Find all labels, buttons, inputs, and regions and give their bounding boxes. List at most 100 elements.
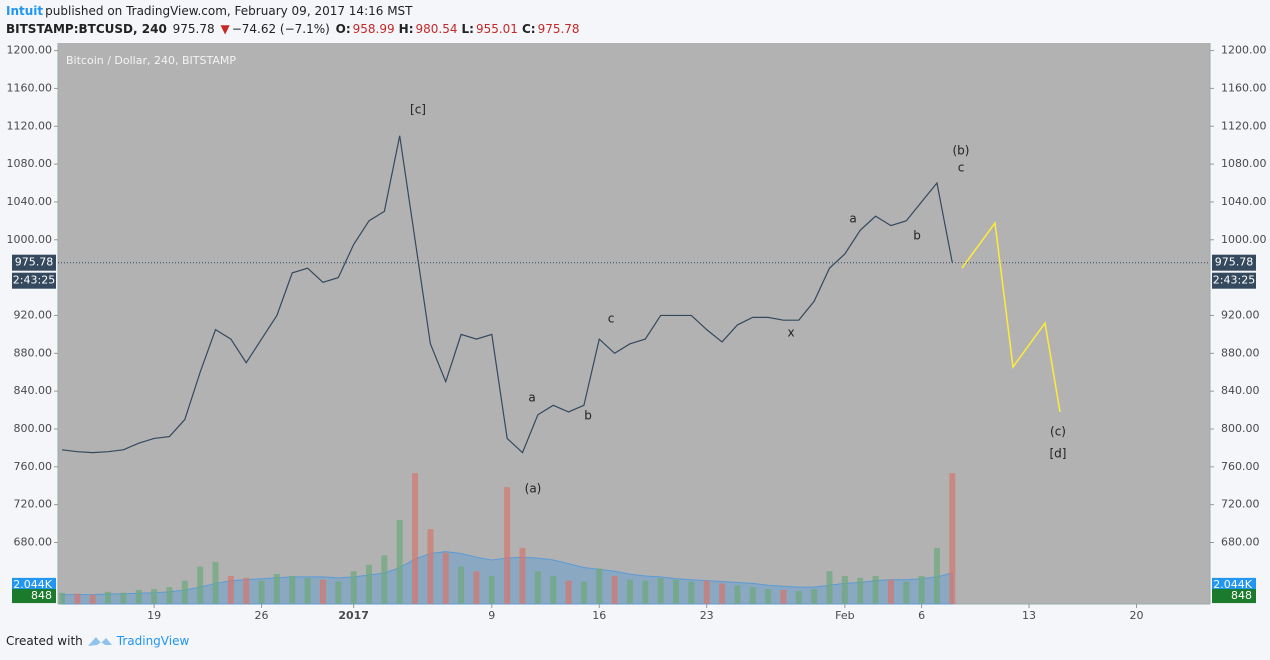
y-tick-label-right: 1200.00 xyxy=(1221,44,1267,57)
volume-bar xyxy=(795,590,802,604)
volume-bar xyxy=(151,589,158,604)
volume-bar xyxy=(212,561,219,604)
volume-bar xyxy=(688,581,695,604)
down-arrow: ▼ xyxy=(220,22,230,36)
price-line xyxy=(61,135,953,454)
volume-tag-label-left: 2.044K xyxy=(13,578,52,591)
volume-bar xyxy=(841,575,848,604)
y-tick-label-right: 680.00 xyxy=(1221,536,1260,549)
y-tick-label-right: 840.00 xyxy=(1221,384,1260,397)
x-tick-label: 26 xyxy=(255,609,269,622)
tradingview-logo xyxy=(88,637,112,646)
volume-bar xyxy=(918,575,925,604)
volume-bar xyxy=(580,581,587,604)
ohlc-value: 980.54 xyxy=(415,22,458,36)
x-tick-label: 6 xyxy=(918,609,925,622)
volume-tag-label-right: 2.044K xyxy=(1213,578,1252,591)
volume-bar xyxy=(872,575,879,604)
volume-bar xyxy=(780,589,787,604)
symbol-line: BITSTAMP:BTCUSD, 240 975.78 ▼ −74.62 (−7.… xyxy=(6,22,586,36)
y-tick-label: 1000.00 xyxy=(7,233,53,246)
volume-bar xyxy=(811,589,818,604)
y-tick-label-right: 880.00 xyxy=(1221,346,1260,359)
symbol: BITSTAMP:BTCUSD, 240 xyxy=(6,22,167,36)
x-tick-label: 13 xyxy=(1022,609,1036,622)
volume-bar xyxy=(826,571,833,604)
volume-bar xyxy=(657,577,664,604)
price-tag-left xyxy=(12,254,56,271)
x-tick-label: 20 xyxy=(1130,609,1144,622)
brand[interactable]: TradingView xyxy=(116,634,190,648)
y-tick-label: 1040.00 xyxy=(7,195,53,208)
wave-label: (a) xyxy=(525,482,542,496)
x-tick-label: 9 xyxy=(488,609,495,622)
price-tag-label-left: 975.78 xyxy=(15,256,54,269)
volume-bar xyxy=(89,594,96,604)
volume-bar xyxy=(719,583,726,604)
projection-drawing xyxy=(961,221,1061,413)
volume-bar xyxy=(396,519,403,604)
volume-bar xyxy=(565,580,572,604)
x-tick-label: 2017 xyxy=(338,609,369,622)
wave-label: x xyxy=(787,326,794,340)
author: Intuit xyxy=(6,4,44,18)
y-tick-label: 1160.00 xyxy=(7,81,53,94)
wave-label: a xyxy=(849,212,856,226)
volume-bar xyxy=(412,473,419,604)
wave-label: (b) xyxy=(953,144,970,158)
volume-bar xyxy=(350,571,357,604)
volume-bar xyxy=(166,587,173,604)
y-tick-label-right: 1040.00 xyxy=(1221,195,1267,208)
wave-label: c xyxy=(958,161,965,175)
price: 975.78 xyxy=(172,22,215,36)
y-tick-label-right: 800.00 xyxy=(1221,422,1260,435)
volume-bar xyxy=(227,575,234,604)
y-tick-label: 1080.00 xyxy=(7,157,53,170)
countdown-label-left: 2:43:25 xyxy=(13,274,55,287)
volume-tag-left xyxy=(12,589,56,604)
volume-bar xyxy=(105,591,112,604)
volume-bar xyxy=(734,585,741,604)
countdown-tag-left xyxy=(12,272,56,289)
volume-bar xyxy=(504,487,511,604)
y-tick-label-right: 1160.00 xyxy=(1221,81,1267,94)
ohlc-value: 975.78 xyxy=(537,22,580,36)
volume-bar xyxy=(642,580,649,604)
volume-bar xyxy=(381,555,388,604)
volume-bar xyxy=(550,575,557,604)
volume-bar xyxy=(765,589,772,604)
volume-bar xyxy=(442,552,449,604)
y-tick-label-right: 920.00 xyxy=(1221,308,1260,321)
volume-bar xyxy=(488,575,495,604)
volume-bar xyxy=(519,547,526,604)
y-tick-label: 800.00 xyxy=(14,422,53,435)
ohlc-label: H: xyxy=(398,22,414,36)
publish-line: Intuit published on TradingView.com, Febr… xyxy=(6,4,415,18)
y-tick-label: 840.00 xyxy=(14,384,53,397)
countdown-label-right: 2:43:25 xyxy=(1213,274,1255,287)
volume-bar xyxy=(258,580,265,604)
y-tick-label: 1120.00 xyxy=(7,119,53,132)
y-tick-label-right: 720.00 xyxy=(1221,498,1260,511)
volume-bar xyxy=(243,577,250,604)
volume-tag-right xyxy=(1212,589,1256,604)
published: published on TradingView.com, February 0… xyxy=(45,4,413,18)
wave-label: (c) xyxy=(1050,425,1066,439)
volume-bar xyxy=(335,581,342,604)
ohlc-label: L: xyxy=(461,22,474,36)
volume-tag-left xyxy=(12,577,56,592)
ohlc-label: C: xyxy=(521,22,536,36)
volume-bar xyxy=(596,568,603,604)
volume-bar xyxy=(903,581,910,604)
ohlc: O: 958.99 H: 980.54 L: 955.01 C: 975.78 xyxy=(336,22,584,36)
volume-bar xyxy=(949,473,956,604)
volume-bar xyxy=(366,564,372,604)
volume-bar xyxy=(673,579,679,604)
price-tag-right xyxy=(1212,254,1256,271)
volume-bar xyxy=(120,592,127,604)
volume-bar xyxy=(611,575,618,604)
ohlc-value: 955.01 xyxy=(475,22,518,36)
volume-bar xyxy=(887,579,894,604)
